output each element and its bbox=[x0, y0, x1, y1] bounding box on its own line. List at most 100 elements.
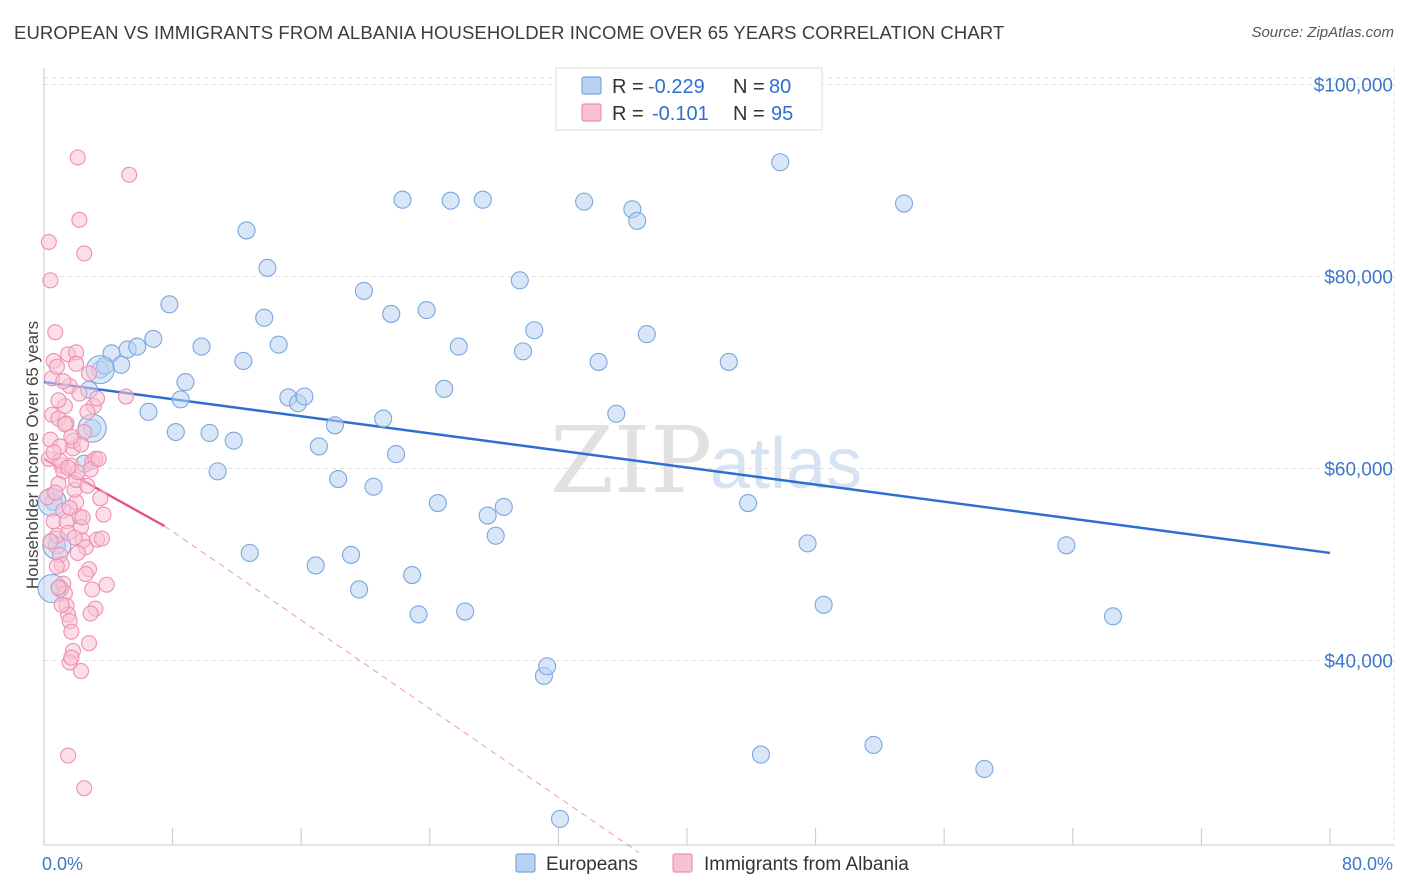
point-0-38 bbox=[364, 477, 383, 496]
point-0-65 bbox=[628, 211, 647, 230]
point-0-24 bbox=[237, 221, 256, 240]
point-1-81 bbox=[45, 444, 62, 461]
y-tick-label-2: $80,000 bbox=[1324, 268, 1393, 289]
point-0-40 bbox=[382, 304, 401, 323]
point-0-26 bbox=[255, 308, 274, 327]
legend: R = -0.229 N = 80 R = -0.101 N = 95 bbox=[555, 67, 823, 131]
point-0-23 bbox=[240, 543, 259, 563]
point-0-9 bbox=[112, 355, 131, 374]
point-0-39 bbox=[374, 409, 393, 428]
point-0-17 bbox=[192, 337, 211, 356]
point-0-55 bbox=[510, 271, 529, 290]
y-tick-labels: $40,000 $60,000 $80,000 $100,000 bbox=[1314, 76, 1393, 673]
point-1-90 bbox=[93, 530, 110, 547]
point-0-52 bbox=[478, 506, 497, 525]
point-0-60 bbox=[550, 809, 570, 828]
point-0-69 bbox=[751, 745, 770, 764]
point-1-50 bbox=[95, 506, 112, 523]
point-0-25 bbox=[258, 258, 277, 277]
point-1-33 bbox=[63, 623, 80, 640]
point-0-21 bbox=[224, 431, 243, 450]
point-0-44 bbox=[409, 605, 428, 624]
watermark-atlas: atlas bbox=[710, 424, 862, 504]
point-0-14 bbox=[139, 402, 158, 421]
source-label: Source: ZipAtlas.com bbox=[1251, 24, 1394, 41]
point-1-18 bbox=[40, 233, 57, 250]
point-1-91 bbox=[69, 544, 86, 562]
bottom-legend: Europeans Immigrants from Albania bbox=[515, 853, 909, 875]
watermark: ZIP atlas bbox=[550, 407, 862, 514]
point-1-49 bbox=[92, 490, 109, 507]
point-0-46 bbox=[428, 494, 447, 513]
point-1-57 bbox=[88, 390, 106, 407]
x-tick-label-1: 80.0% bbox=[1342, 854, 1393, 874]
bottom-legend-label-albania: Immigrants from Albania bbox=[704, 854, 909, 875]
point-0-42 bbox=[393, 190, 412, 209]
point-0-71 bbox=[798, 534, 817, 553]
point-1-7 bbox=[48, 358, 65, 375]
point-0-56 bbox=[513, 342, 533, 361]
legend-r-label-europeans: R = bbox=[612, 76, 644, 98]
point-0-13 bbox=[160, 295, 179, 314]
point-1-76 bbox=[48, 558, 65, 575]
y-tick-label-1: $60,000 bbox=[1324, 460, 1393, 481]
point-1-55 bbox=[71, 385, 88, 402]
point-0-76 bbox=[1057, 536, 1076, 555]
axes bbox=[43, 68, 1394, 846]
point-1-82 bbox=[60, 459, 77, 476]
point-0-51 bbox=[473, 190, 492, 209]
point-1-38 bbox=[60, 747, 77, 764]
point-1-87 bbox=[50, 392, 67, 409]
point-0-33 bbox=[325, 416, 345, 435]
point-1-46 bbox=[84, 581, 101, 598]
point-1-89 bbox=[74, 509, 91, 526]
x-tick-labels: 0.0% 80.0% bbox=[42, 854, 1393, 874]
point-0-68 bbox=[739, 494, 758, 513]
point-0-57 bbox=[525, 321, 544, 340]
point-1-77 bbox=[56, 416, 73, 433]
point-1-71 bbox=[66, 529, 83, 546]
point-1-36 bbox=[63, 649, 80, 666]
y-tick-label-3: $100,000 bbox=[1314, 76, 1393, 97]
point-0-49 bbox=[449, 337, 468, 356]
point-0-74 bbox=[894, 194, 914, 213]
point-0-12 bbox=[144, 329, 163, 348]
point-0-54 bbox=[494, 497, 513, 516]
point-1-74 bbox=[53, 596, 70, 613]
point-1-73 bbox=[82, 605, 99, 622]
point-1-21 bbox=[71, 211, 88, 228]
point-1-19 bbox=[42, 272, 59, 289]
y-axis-label: Householder Income Over 65 years bbox=[23, 321, 42, 589]
point-1-92 bbox=[61, 499, 78, 516]
point-1-22 bbox=[76, 245, 93, 262]
legend-swatch-albania bbox=[581, 103, 602, 122]
y-tick-label-0: $40,000 bbox=[1324, 652, 1393, 673]
trend-line-0 bbox=[43, 380, 1331, 555]
point-0-62 bbox=[589, 352, 608, 371]
point-1-79 bbox=[79, 403, 96, 420]
point-1-85 bbox=[55, 373, 72, 390]
point-0-32 bbox=[306, 556, 325, 575]
point-1-63 bbox=[79, 477, 96, 494]
point-1-94 bbox=[80, 635, 98, 652]
point-1-88 bbox=[63, 428, 80, 445]
point-1-6 bbox=[47, 324, 64, 341]
point-1-93 bbox=[42, 533, 59, 550]
point-0-47 bbox=[435, 379, 454, 398]
point-0-45 bbox=[417, 301, 436, 320]
point-0-48 bbox=[441, 191, 460, 210]
point-1-67 bbox=[47, 484, 64, 501]
legend-r-value-albania: -0.101 bbox=[652, 103, 709, 125]
point-0-16 bbox=[176, 373, 195, 392]
point-0-53 bbox=[486, 526, 505, 545]
point-0-72 bbox=[814, 595, 833, 614]
legend-n-value-albania: 95 bbox=[771, 103, 793, 125]
legend-n-label-europeans: N = bbox=[733, 76, 765, 98]
point-0-35 bbox=[341, 545, 361, 564]
x-tick-label-0: 0.0% bbox=[42, 854, 83, 874]
point-0-18 bbox=[166, 422, 185, 442]
point-0-59 bbox=[538, 657, 557, 676]
point-0-30 bbox=[295, 387, 314, 406]
bottom-legend-swatch-albania bbox=[672, 853, 693, 873]
point-0-61 bbox=[575, 192, 594, 211]
